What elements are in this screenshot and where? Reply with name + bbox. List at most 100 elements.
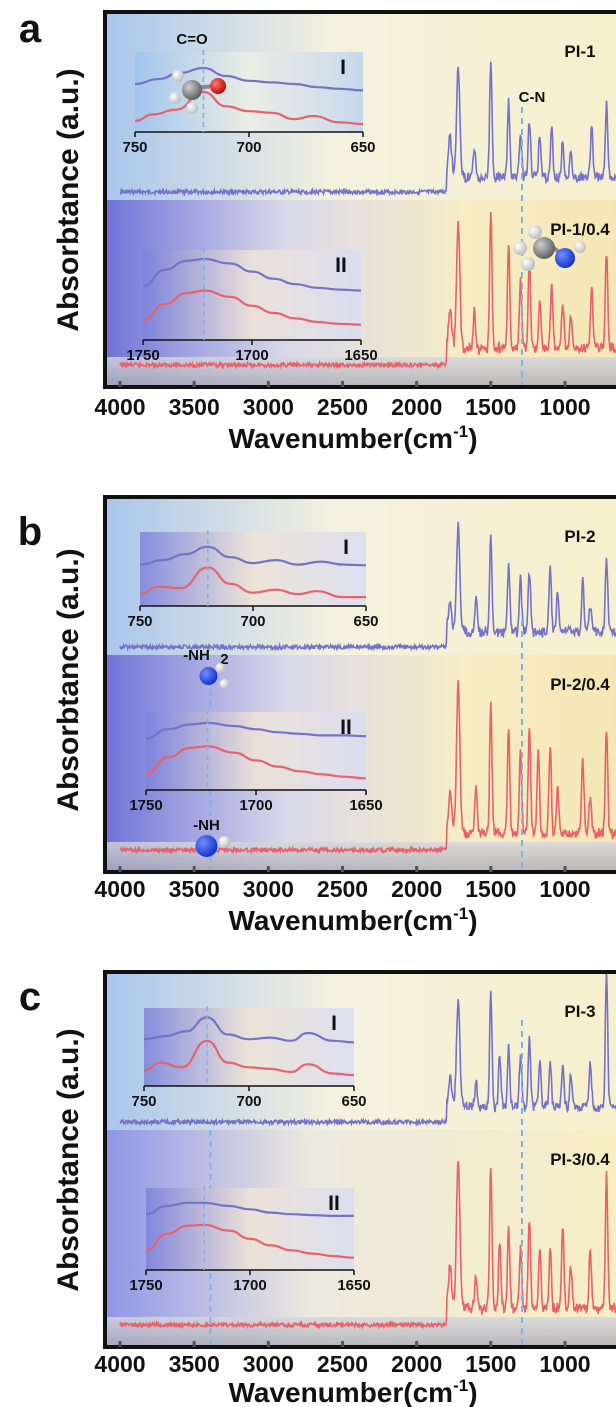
x-tick-label: 2000 bbox=[391, 1351, 442, 1377]
hydrogen-atom bbox=[172, 70, 184, 82]
inset-label: II bbox=[335, 254, 347, 277]
series-line-PI-3 bbox=[119, 972, 616, 1128]
inset-series-line bbox=[145, 721, 367, 740]
inset-tick-label: 700 bbox=[236, 1093, 261, 1110]
hydrogen-atom bbox=[215, 663, 226, 673]
nh2-molecule-icon bbox=[199, 663, 230, 689]
inset-I: 750 700 650 I bbox=[127, 530, 379, 630]
x-tick-label: 3000 bbox=[243, 1351, 294, 1377]
inset-background bbox=[146, 1188, 354, 1270]
plot-frame bbox=[103, 970, 616, 1349]
nh-molecule-icon bbox=[195, 835, 231, 857]
inset-label: I bbox=[331, 1012, 337, 1035]
oxygen-atom bbox=[210, 78, 226, 94]
series-label: PI-1/0.4 bbox=[550, 220, 610, 239]
y-axis-label: Absorbtance (a.u.) bbox=[52, 68, 85, 331]
plot-frame bbox=[103, 10, 616, 389]
inset-series-line bbox=[142, 289, 362, 326]
hydrogen-atom bbox=[528, 225, 542, 239]
series-label: PI-2 bbox=[564, 527, 595, 546]
x-tick-label: 4000 bbox=[94, 876, 145, 902]
x-axis-label-end: ) bbox=[468, 423, 477, 454]
panel-c: c PI-3 PI-3/0.4 750 700 650 I 1750 1700 1650 II 400… bbox=[19, 970, 616, 1407]
x-tick-label: 3000 bbox=[243, 394, 294, 420]
x-axis-label-main: Wavenumber(cm bbox=[228, 1377, 453, 1407]
series-line-PI-1/0.4 bbox=[119, 212, 616, 370]
inset-tick-label: 750 bbox=[127, 613, 152, 630]
y-axis-label: Absorbtance (a.u.) bbox=[52, 1028, 85, 1291]
nitrogen-atom bbox=[555, 248, 575, 268]
hydrogen-atom bbox=[219, 679, 230, 689]
carbon-atom bbox=[533, 237, 555, 259]
nh2-subscript: 2 bbox=[220, 651, 228, 668]
hydrogen-atom bbox=[521, 257, 535, 271]
inset-tick-label: 1650 bbox=[349, 797, 382, 814]
series-label: PI-1 bbox=[564, 42, 595, 61]
x-tick-label: 4000 bbox=[94, 1351, 145, 1377]
x-axis-label: Wavenumber(cm-1) bbox=[228, 904, 477, 936]
inset-series-line bbox=[145, 1223, 355, 1259]
inset-tick-label: 1700 bbox=[235, 347, 268, 364]
x-axis-label-end: ) bbox=[468, 905, 477, 936]
x-axis-label-sup: -1 bbox=[453, 904, 468, 923]
spectra bbox=[119, 61, 616, 370]
nh-annotation: -NH bbox=[193, 817, 220, 834]
x-tick-label: 2500 bbox=[317, 876, 368, 902]
hydrogen-atom bbox=[574, 241, 586, 253]
baseline-strip bbox=[105, 357, 616, 387]
inset-background bbox=[143, 250, 361, 340]
inset-label: II bbox=[340, 716, 352, 739]
x-tick-label: 1000 bbox=[539, 876, 590, 902]
inset-series-line bbox=[139, 566, 366, 599]
x-tick-label: 3000 bbox=[243, 876, 294, 902]
inset-tick-label: 1750 bbox=[129, 1277, 162, 1294]
inset-tick-label: 750 bbox=[131, 1093, 156, 1110]
panel-letter: a bbox=[19, 7, 42, 51]
inset-series-line bbox=[139, 545, 367, 567]
plot-frame bbox=[103, 495, 616, 874]
inset-tick-label: 1650 bbox=[337, 1277, 370, 1294]
inset-series-line bbox=[143, 1016, 355, 1044]
inset-I: 750 700 650 I C=O bbox=[122, 31, 375, 156]
inset-background bbox=[146, 712, 366, 790]
x-axis-label-main: Wavenumber(cm bbox=[228, 423, 453, 454]
nitrogen-atom bbox=[199, 667, 218, 685]
x-tick-label: 4000 bbox=[94, 394, 145, 420]
x-axis-label: Wavenumber(cm-1) bbox=[228, 422, 477, 454]
inset-series-line bbox=[145, 1201, 354, 1217]
series-line-PI-2 bbox=[119, 521, 616, 652]
inset-tick-label: 1650 bbox=[344, 347, 377, 364]
inset-label: I bbox=[340, 56, 346, 79]
co-annotation: C=O bbox=[176, 31, 208, 48]
inset-II: 1750 1700 1650 II bbox=[126, 248, 378, 364]
inset-tick-label: 650 bbox=[350, 139, 375, 156]
cn-annotation: C-N bbox=[519, 89, 546, 106]
hydrogen-atom bbox=[513, 241, 527, 255]
x-axis-label-end: ) bbox=[468, 1377, 477, 1407]
x-tick-label: 2000 bbox=[391, 394, 442, 420]
hydrogen-atom bbox=[169, 92, 181, 104]
x-tick-label: 3500 bbox=[169, 1351, 220, 1377]
inset-label: I bbox=[343, 536, 349, 559]
nitrogen-atom bbox=[195, 835, 218, 857]
inset-background bbox=[144, 1008, 354, 1086]
x-axis-label-sup: -1 bbox=[453, 1376, 468, 1395]
x-tick-label: 3500 bbox=[169, 876, 220, 902]
inset-II: 1750 1700 1650 II bbox=[129, 710, 383, 814]
baseline-strip bbox=[105, 1317, 616, 1347]
inset-tick-label: 1700 bbox=[239, 797, 272, 814]
x-axis-label-main: Wavenumber(cm bbox=[228, 905, 453, 936]
series-label: PI-2/0.4 bbox=[550, 675, 610, 694]
inset-I: 750 700 650 I bbox=[131, 1006, 367, 1110]
panel-letter: c bbox=[19, 975, 41, 1019]
spectra bbox=[119, 972, 616, 1330]
series-line-PI-3/0.4 bbox=[119, 1160, 616, 1330]
hydrogen-atom bbox=[218, 836, 231, 848]
x-tick-label: 1000 bbox=[539, 394, 590, 420]
inset-label: II bbox=[328, 1192, 340, 1215]
inset-II: 1750 1700 1650 II bbox=[129, 1186, 371, 1294]
hydrogen-atom bbox=[186, 102, 198, 114]
x-tick-label: 1500 bbox=[465, 1351, 516, 1377]
series-label: PI-3/0.4 bbox=[550, 1150, 610, 1169]
